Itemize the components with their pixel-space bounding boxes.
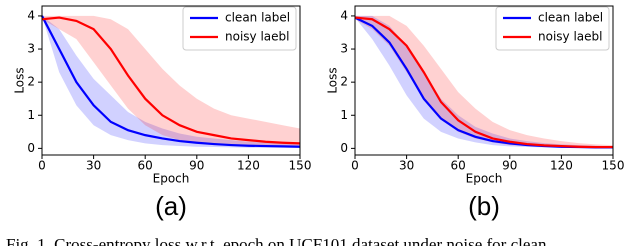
series-line <box>354 16 613 149</box>
x-tick-label: 30 <box>86 159 101 173</box>
caption: Fig. 1. Cross-entropy loss w.r.t. epoch … <box>6 235 547 246</box>
x-tick-label: 60 <box>138 159 153 173</box>
x-tick-label: 0 <box>351 159 359 173</box>
y-tick-label: 1 <box>27 108 35 122</box>
y-tick-label: 1 <box>340 108 348 122</box>
x-tick-label: 150 <box>602 159 625 173</box>
legend-label: clean label <box>538 11 603 25</box>
legend-label: noisy laebl <box>538 30 602 44</box>
y-tick-label: 2 <box>27 75 35 89</box>
y-axis-label: Loss <box>326 67 340 93</box>
x-axis-label: Epoch <box>153 172 190 186</box>
error-band <box>355 15 613 149</box>
legend-label: noisy laebl <box>225 30 289 44</box>
error-band <box>42 15 300 148</box>
y-axis-label: Loss <box>13 67 27 93</box>
y-tick-label: 3 <box>27 42 35 56</box>
x-tick-label: 30 <box>399 159 414 173</box>
x-tick-label: 120 <box>237 159 260 173</box>
sub-label: (b) <box>468 191 500 221</box>
x-tick-label: 60 <box>451 159 466 173</box>
x-tick-label: 150 <box>289 159 312 173</box>
axes-frame <box>41 5 301 156</box>
series-line <box>41 15 301 148</box>
y-tick-label: 0 <box>27 141 35 155</box>
x-tick-label: 0 <box>38 159 46 173</box>
series-line <box>41 16 301 145</box>
legend-label: clean label <box>225 11 290 25</box>
y-tick-label: 4 <box>340 8 348 22</box>
y-tick-label: 4 <box>27 8 35 22</box>
y-tick-label: 3 <box>340 42 348 56</box>
x-tick-label: 90 <box>502 159 517 173</box>
sub-label: (a) <box>155 191 187 221</box>
error-band <box>355 15 613 148</box>
x-tick-label: 120 <box>550 159 573 173</box>
y-tick-label: 0 <box>340 141 348 155</box>
x-tick-label: 90 <box>189 159 204 173</box>
y-tick-label: 2 <box>340 75 348 89</box>
x-axis-label: Epoch <box>466 172 503 186</box>
axes-frame <box>354 5 614 156</box>
error-band <box>42 15 300 148</box>
